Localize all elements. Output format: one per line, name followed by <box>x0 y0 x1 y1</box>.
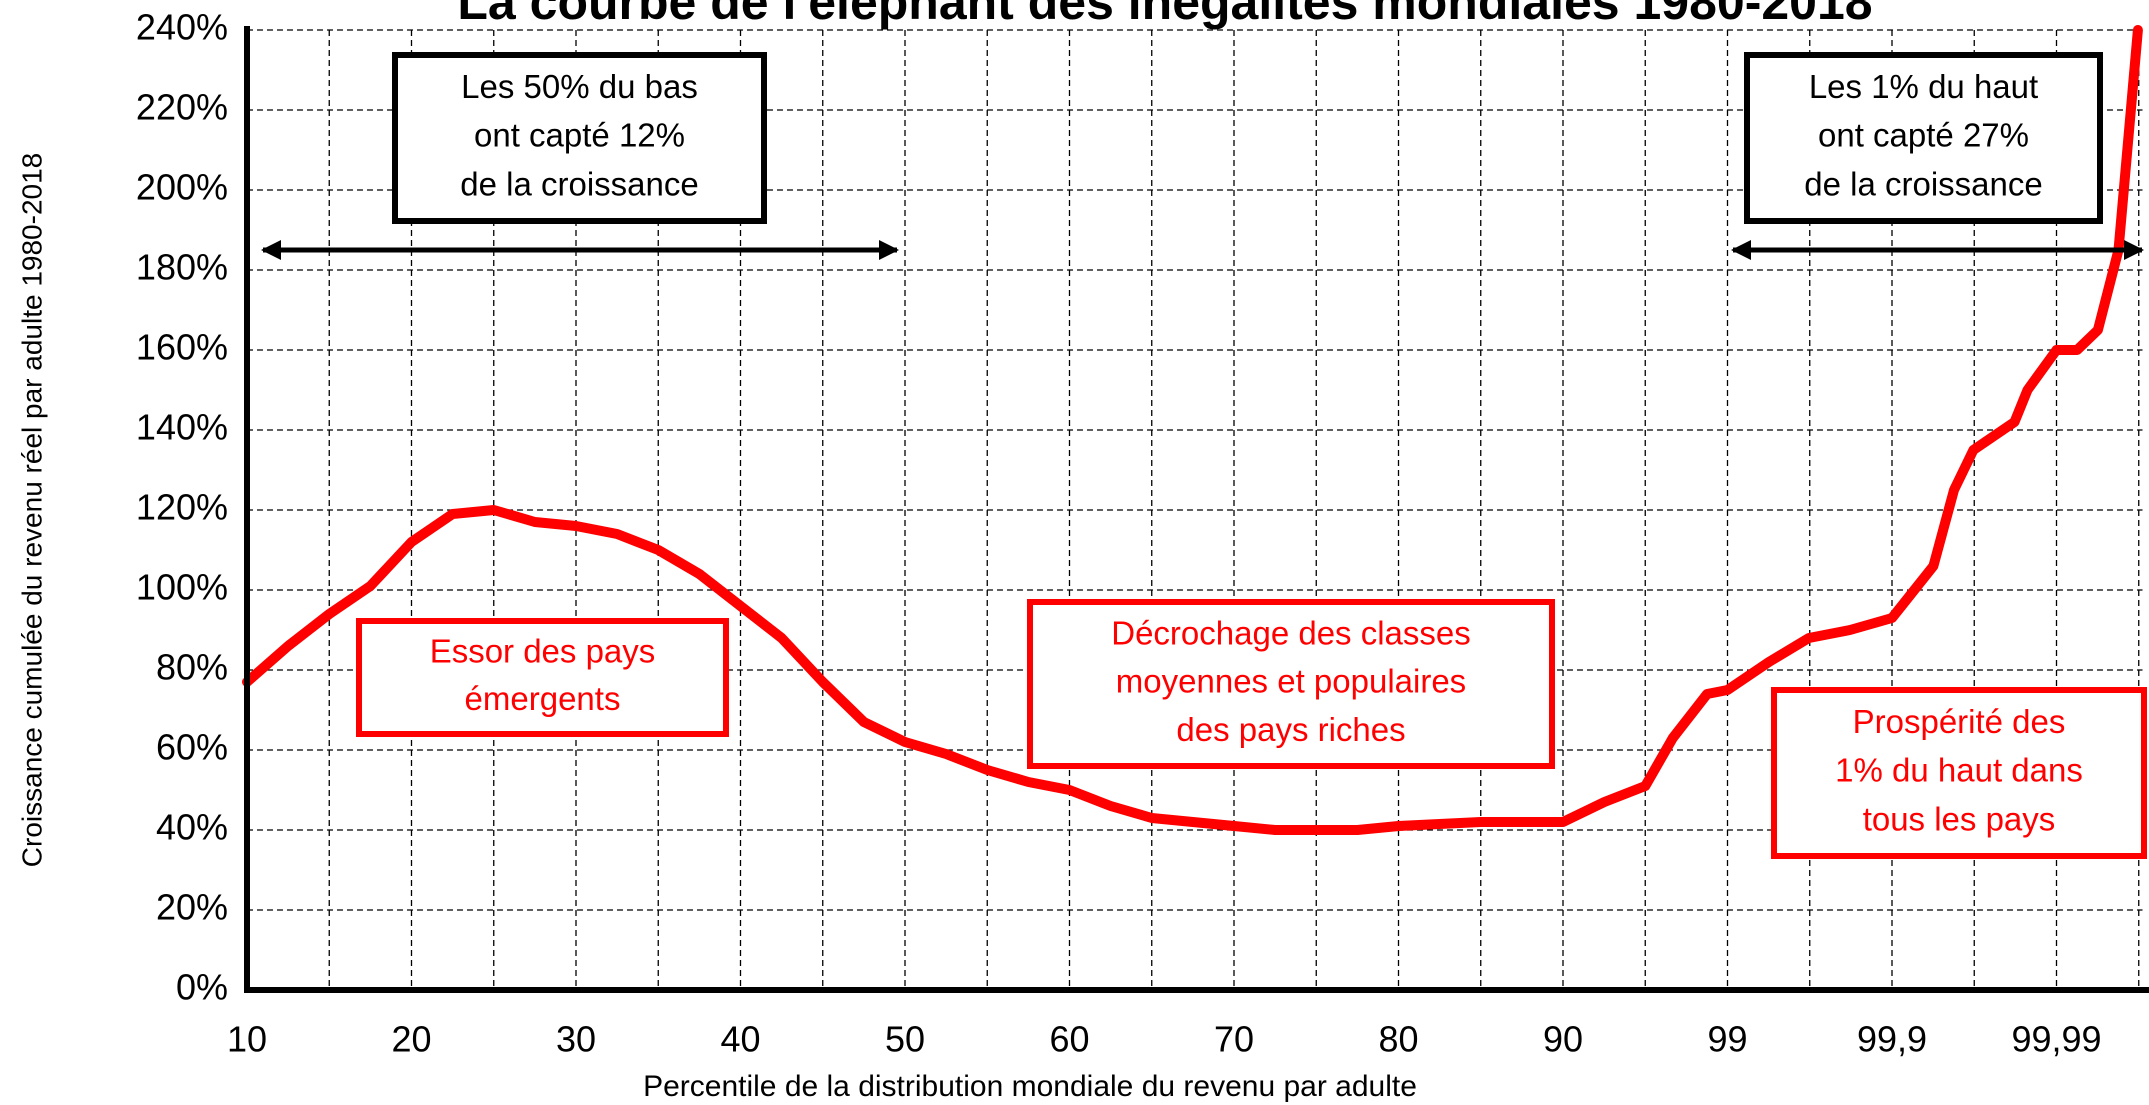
x-tick-label: 90 <box>1543 1019 1583 1060</box>
y-tick-label: 100% <box>136 567 228 608</box>
x-tick-label: 80 <box>1378 1019 1418 1060</box>
x-tick-label: 99,9 <box>1857 1019 1927 1060</box>
x-tick-label: 10 <box>227 1019 267 1060</box>
annotation-text: tous les pays <box>1863 801 2056 838</box>
annotation-text: 1% du haut dans <box>1835 752 2083 789</box>
annotation-text: de la croissance <box>1804 166 2042 203</box>
plot <box>242 25 2143 835</box>
annotation-text: ont capté 27% <box>1818 117 2029 154</box>
x-tick-label: 60 <box>1049 1019 1089 1060</box>
annotation-box <box>392 52 767 224</box>
y-tick-label: 140% <box>136 407 228 448</box>
annotation-text: Prospérité des <box>1853 703 2066 740</box>
chart-title: La courbe de l'éléphant des inégalités m… <box>457 0 1872 30</box>
annotation-box <box>1744 52 2103 224</box>
x-tick-label: 99,99 <box>2011 1019 2101 1060</box>
annotation-text: des pays riches <box>1176 711 1405 748</box>
annotation-box <box>1771 687 2147 859</box>
y-tick-label: 120% <box>136 487 228 528</box>
annotation-text: Les 50% du bas <box>461 68 698 105</box>
x-axis-label: Percentile de la distribution mondiale d… <box>643 1070 1417 1103</box>
y-tick-label: 40% <box>156 807 228 848</box>
y-tick-label: 60% <box>156 727 228 768</box>
y-tick-label: 180% <box>136 247 228 288</box>
y-tick-label: 160% <box>136 327 228 368</box>
annotation-text: Essor des pays <box>430 633 656 670</box>
annotation-text: de la croissance <box>460 166 698 203</box>
y-axis-label: Croissance cumulée du revenu réel par ad… <box>16 153 47 867</box>
y-tick-label: 20% <box>156 887 228 928</box>
y-tick-label: 200% <box>136 167 228 208</box>
x-tick-label: 20 <box>391 1019 431 1060</box>
y-tick-label: 0% <box>176 967 228 1008</box>
x-tick-label: 50 <box>885 1019 925 1060</box>
annotation-text: ont capté 12% <box>474 117 685 154</box>
annotation-text: Décrochage des classes <box>1111 614 1471 651</box>
annotation-text: Les 1% du haut <box>1809 68 2038 105</box>
y-tick-label: 80% <box>156 647 228 688</box>
annotation-box <box>356 618 729 737</box>
annotation-text: émergents <box>465 680 621 717</box>
annotation-text: moyennes et populaires <box>1116 663 1466 700</box>
annotation-box <box>1027 599 1555 769</box>
x-tick-label: 30 <box>556 1019 596 1060</box>
x-tick-label: 40 <box>720 1019 760 1060</box>
x-tick-label: 99 <box>1707 1019 1747 1060</box>
x-tick-label: 70 <box>1214 1019 1254 1060</box>
y-tick-label: 220% <box>136 87 228 128</box>
line <box>242 25 2143 835</box>
y-tick-label: 240% <box>136 7 228 48</box>
annotations: Les 50% du bas ont capté 12% de la croissa… <box>356 52 2147 859</box>
